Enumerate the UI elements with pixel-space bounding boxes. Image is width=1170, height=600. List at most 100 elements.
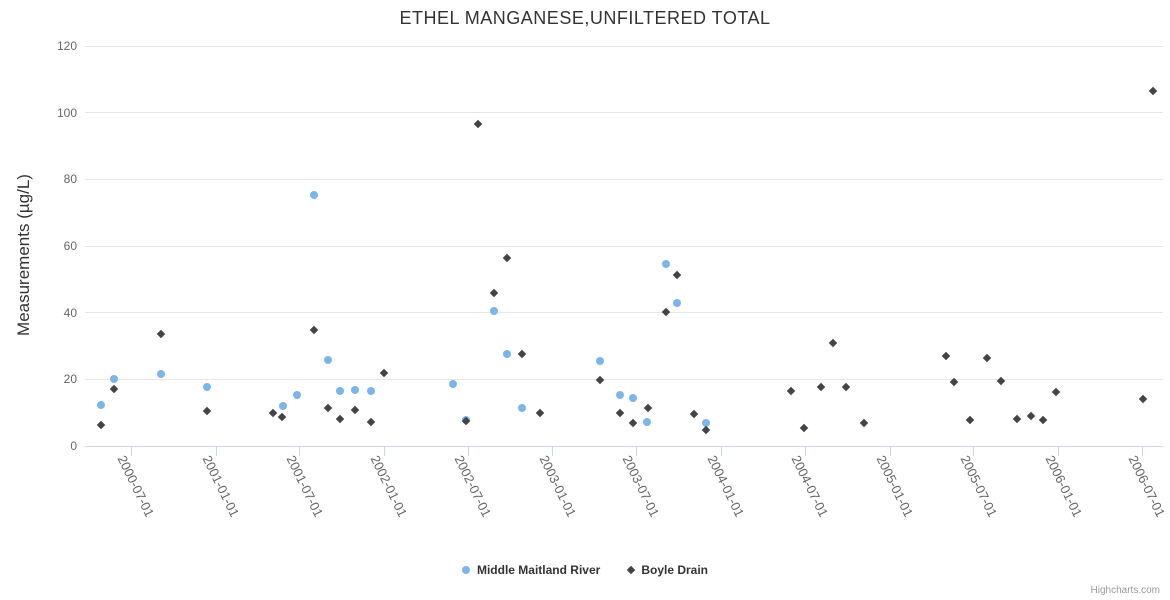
data-point-boyle-drain[interactable]: [965, 415, 974, 425]
x-axis-tick: [635, 446, 637, 456]
data-point-boyle-drain[interactable]: [1026, 411, 1035, 420]
data-point-middle-maitland-river[interactable]: [503, 350, 512, 358]
x-axis-tick: [383, 446, 385, 456]
data-point-boyle-drain[interactable]: [1138, 394, 1147, 404]
data-point-boyle-drain[interactable]: [996, 376, 1005, 385]
data-point-boyle-drain[interactable]: [841, 383, 850, 392]
data-point-middle-maitland-river[interactable]: [324, 356, 333, 364]
data-point-boyle-drain[interactable]: [350, 405, 359, 415]
x-axis-line: [85, 445, 1163, 447]
data-point-middle-maitland-river[interactable]: [336, 387, 345, 395]
data-point-boyle-drain[interactable]: [380, 368, 389, 378]
x-axis-label: 2004-01-01: [704, 453, 748, 520]
data-point-middle-maitland-river[interactable]: [628, 393, 637, 402]
data-point-boyle-drain[interactable]: [1039, 415, 1048, 424]
x-axis-tick: [973, 446, 975, 456]
x-axis-tick: [804, 446, 806, 456]
data-point-boyle-drain[interactable]: [1051, 387, 1061, 396]
data-point-boyle-drain[interactable]: [96, 420, 105, 430]
data-point-boyle-drain[interactable]: [269, 408, 278, 418]
x-axis-tick: [215, 446, 217, 456]
data-point-middle-maitland-river[interactable]: [156, 370, 165, 379]
data-point-boyle-drain[interactable]: [662, 307, 671, 316]
y-axis-label: 120: [56, 39, 77, 53]
legend-item-label: Middle Maitland River: [476, 563, 601, 577]
data-point-boyle-drain[interactable]: [689, 409, 699, 418]
data-point-boyle-drain[interactable]: [473, 119, 482, 128]
data-point-middle-maitland-river[interactable]: [643, 417, 652, 426]
data-point-middle-maitland-river[interactable]: [517, 404, 526, 413]
legend-item-boyle-drain[interactable]: Boyle Drain: [627, 563, 709, 577]
data-point-boyle-drain[interactable]: [309, 326, 319, 335]
data-point-boyle-drain[interactable]: [535, 408, 544, 417]
x-axis-label: 2003-01-01: [536, 453, 580, 520]
data-point-boyle-drain[interactable]: [800, 423, 809, 432]
data-point-boyle-drain[interactable]: [786, 386, 796, 395]
data-point-boyle-drain[interactable]: [616, 408, 625, 417]
x-axis-label: 2006-07-01: [1125, 453, 1169, 520]
data-point-boyle-drain[interactable]: [701, 425, 711, 435]
x-axis-label: 2001-07-01: [283, 453, 326, 520]
legend-item-label: Boyle Drain: [641, 563, 709, 577]
data-point-boyle-drain[interactable]: [489, 289, 499, 298]
gridline: [85, 378, 1163, 380]
data-point-middle-maitland-river[interactable]: [203, 383, 212, 391]
data-point-middle-maitland-river[interactable]: [366, 387, 375, 395]
data-point-middle-maitland-river[interactable]: [293, 391, 302, 400]
legend-item-middle-maitland-river[interactable]: Middle Maitland River: [461, 563, 601, 577]
data-point-middle-maitland-river[interactable]: [449, 380, 458, 388]
x-axis-label: 2005-01-01: [873, 453, 917, 520]
highcharts-credit[interactable]: Highcharts.com: [1090, 585, 1160, 596]
data-point-middle-maitland-river[interactable]: [309, 191, 318, 200]
x-axis-tick: [720, 446, 722, 456]
x-axis-tick: [1141, 446, 1143, 456]
data-point-boyle-drain[interactable]: [335, 414, 345, 424]
data-point-middle-maitland-river[interactable]: [662, 259, 671, 268]
data-point-middle-maitland-river[interactable]: [489, 307, 498, 316]
data-point-boyle-drain[interactable]: [643, 404, 653, 413]
data-point-middle-maitland-river[interactable]: [616, 391, 625, 399]
data-point-boyle-drain[interactable]: [156, 329, 165, 338]
data-point-middle-maitland-river[interactable]: [96, 401, 105, 410]
y-axis-label: 80: [63, 172, 77, 187]
data-point-boyle-drain[interactable]: [828, 338, 838, 347]
gridline: [85, 245, 1163, 247]
y-axis-label: 40: [63, 305, 77, 320]
data-point-boyle-drain[interactable]: [596, 375, 605, 385]
gridline: [85, 312, 1163, 314]
data-point-boyle-drain[interactable]: [1149, 86, 1158, 96]
data-point-boyle-drain[interactable]: [366, 417, 375, 427]
data-point-boyle-drain[interactable]: [628, 419, 638, 428]
x-axis-tick: [130, 446, 132, 456]
data-point-middle-maitland-river[interactable]: [673, 298, 682, 307]
data-point-boyle-drain[interactable]: [672, 271, 682, 280]
data-point-middle-maitland-river[interactable]: [702, 418, 711, 427]
data-point-boyle-drain[interactable]: [859, 418, 868, 428]
x-axis-label: 2003-07-01: [619, 453, 663, 520]
data-point-middle-maitland-river[interactable]: [110, 375, 119, 384]
diamond-marker-icon: [627, 565, 636, 575]
data-point-boyle-drain[interactable]: [1012, 414, 1021, 423]
data-point-middle-maitland-river[interactable]: [596, 357, 605, 366]
data-point-middle-maitland-river[interactable]: [279, 401, 288, 410]
data-point-boyle-drain[interactable]: [109, 385, 119, 394]
data-point-boyle-drain[interactable]: [941, 351, 950, 361]
data-point-boyle-drain[interactable]: [323, 404, 333, 413]
x-axis-label: 2002-07-01: [451, 453, 495, 520]
circle-marker-icon: [461, 566, 470, 574]
data-point-boyle-drain[interactable]: [982, 353, 991, 363]
y-axis-title: Measurements (µg/L): [14, 174, 33, 336]
y-axis-label: 0: [70, 439, 77, 453]
data-point-boyle-drain[interactable]: [203, 407, 212, 416]
data-point-middle-maitland-river[interactable]: [350, 385, 359, 394]
x-axis-tick: [1058, 446, 1060, 456]
y-axis-label: 60: [63, 239, 77, 253]
data-point-boyle-drain[interactable]: [277, 413, 286, 422]
data-point-boyle-drain[interactable]: [502, 253, 512, 263]
gridline: [85, 45, 1163, 47]
x-axis-label: 2004-07-01: [788, 453, 832, 520]
data-point-boyle-drain[interactable]: [517, 349, 526, 359]
data-point-boyle-drain[interactable]: [816, 382, 826, 391]
y-axis-label: 100: [56, 105, 77, 120]
